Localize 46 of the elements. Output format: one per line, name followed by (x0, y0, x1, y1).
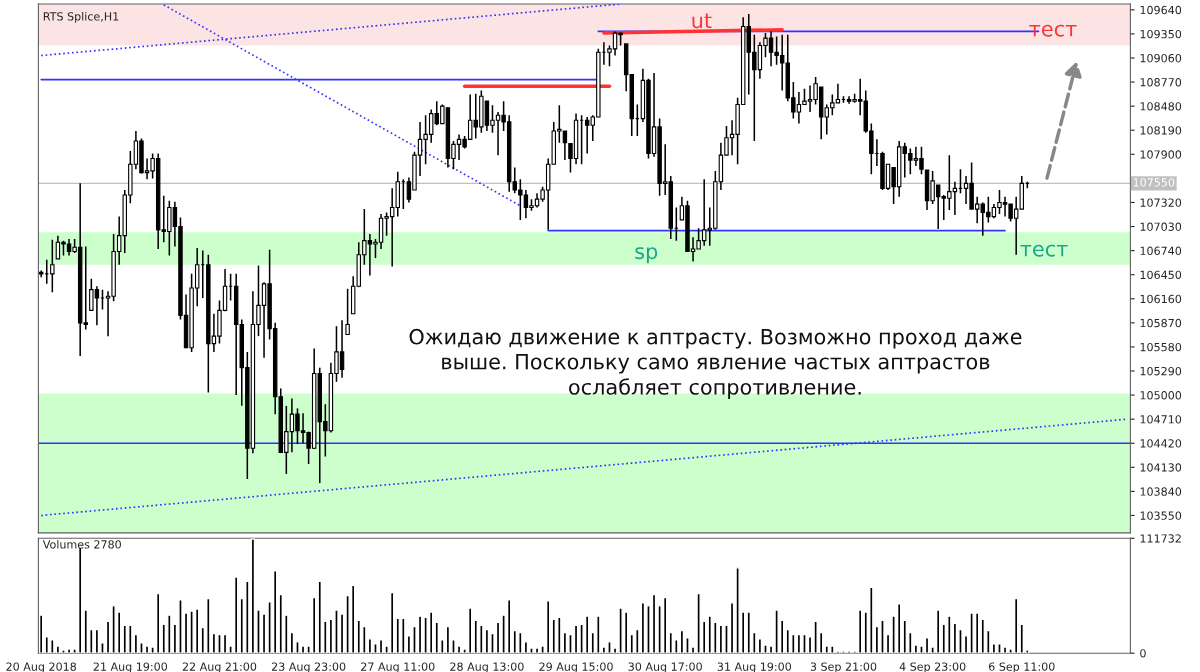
annotation: тест (1029, 24, 1077, 37)
y-tick-label: 107900 (1140, 150, 1182, 159)
y-tick-label: 107030 (1140, 222, 1182, 231)
y-tick-label: 108770 (1140, 78, 1182, 87)
annotation: Ожидаю движение к аптрасту. Возможно проход даже выше. Поскольку само явление частых аптрастов ослабляет сопротивление. (409, 328, 1022, 399)
annotation: sp (635, 247, 658, 264)
x-tick-label: 30 Aug 17:00 (628, 662, 702, 672)
y-tick-label: 106450 (1140, 270, 1182, 280)
y-tick-label: 104130 (1140, 463, 1182, 472)
x-tick-label: 29 Aug 15:00 (539, 662, 613, 672)
y-tick-label: 103840 (1140, 487, 1182, 496)
y-tick-label: 109640 (1140, 5, 1182, 15)
x-tick-label: 21 Aug 19:00 (93, 662, 168, 672)
x-tick-label: 23 Aug 23:00 (271, 662, 346, 672)
y-tick-label: 106160 (1140, 294, 1182, 304)
bar (38, 614, 44, 654)
annotation: тест (1020, 244, 1068, 257)
y-tick-label: 104420 (1140, 439, 1182, 448)
x-tick-label: 31 Aug 19:00 (717, 662, 792, 672)
y-tick-label: 108480 (1140, 102, 1182, 111)
y-tick-label: 106740 (1140, 246, 1182, 255)
x-tick-label: 4 Sep 23:00 (899, 662, 966, 672)
y-tick-label: 105870 (1140, 318, 1182, 328)
x-tick-label: 20 Aug 2018 (6, 662, 77, 672)
x-tick-label: 3 Sep 21:00 (810, 662, 877, 672)
candlestick (345, 288, 350, 336)
x-tick-label: 6 Sep 11:00 (988, 662, 1055, 672)
y-tick-label: 105000 (1140, 391, 1182, 400)
y-tick-label: 105580 (1140, 342, 1182, 352)
y-tick-label: 109060 (1140, 53, 1182, 63)
annotation: ut (692, 13, 712, 29)
chart-title: Volumes 2780 (42, 540, 121, 549)
ref-line-label: 107550 (1133, 178, 1175, 187)
y-tick-label: 107320 (1140, 198, 1182, 207)
y-tick-label: 105290 (1140, 366, 1182, 376)
x-tick-label: 27 Aug 11:00 (361, 662, 435, 672)
x-tick-label: 28 Aug 13:00 (450, 662, 524, 672)
y-tick-label: 104710 (1140, 415, 1182, 424)
y-tick-label: 108190 (1140, 126, 1182, 135)
text: RTS Splice,H1 (43, 11, 119, 23)
y-tick-label: 0 (1140, 649, 1146, 658)
y-tick-label: 103550 (1140, 511, 1182, 520)
x-tick-label: 22 Aug 21:00 (182, 662, 257, 672)
y-tick-label: 111732 (1140, 534, 1181, 543)
candlestick (50, 239, 55, 293)
y-tick-label: 109350 (1140, 29, 1182, 39)
